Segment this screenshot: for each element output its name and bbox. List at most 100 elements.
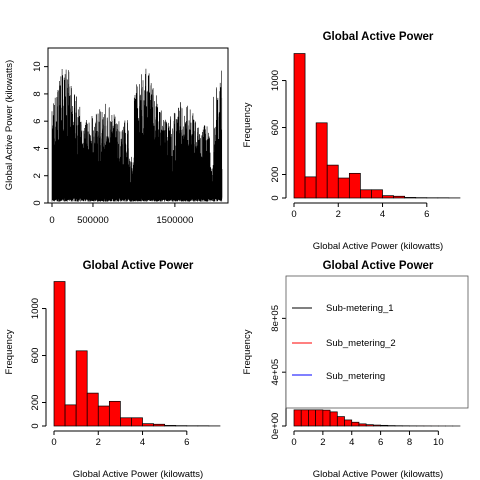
p1-y-tick-label: 4 — [32, 146, 43, 151]
p3-bar — [75, 350, 88, 427]
p3-bar — [120, 417, 132, 427]
p2-x-tick-label: 2 — [336, 209, 341, 220]
p3-bar — [64, 404, 77, 427]
p4-x-tick-label: 4 — [349, 437, 354, 448]
p1-y-tick-label: 8 — [32, 91, 43, 96]
p2-y-tick-label: 1000 — [270, 70, 281, 91]
p4-legend: Sub-metering_1 Sub_metering_2 Sub_meteri… — [285, 275, 469, 409]
p3-y-tick-label: 600 — [30, 348, 41, 364]
p1-x-tick-label: 500000 — [77, 215, 109, 226]
p2-bar — [360, 189, 372, 199]
p3-bar — [53, 281, 66, 427]
p4-y-axis-label: Frequency — [242, 329, 253, 374]
p2-bar — [348, 172, 361, 199]
p1-series-line — [51, 68, 223, 202]
p1-y-tick-label: 10 — [32, 61, 43, 72]
p4-y-tick-label: 0e+00 — [270, 413, 281, 440]
p4-title: Global Active Power — [323, 260, 434, 272]
p3-bar — [164, 425, 177, 427]
p3-y-tick-label: 200 — [30, 395, 41, 411]
p4-bar — [308, 409, 317, 427]
p1-x-tick-label: 1500000 — [156, 215, 193, 226]
p3-x-tick-label: 0 — [51, 437, 56, 448]
p1-y-axis: 0 2 4 6 8 10 — [32, 61, 48, 206]
p2-x-axis-label: Global Active Power (kilowatts) — [313, 241, 443, 252]
p2-x-tick-label: 6 — [424, 209, 429, 220]
p1-plot-box — [47, 47, 229, 204]
p2-bar — [337, 177, 350, 199]
p1-y-tick-label: 6 — [32, 119, 43, 124]
p4-bar — [351, 421, 360, 427]
p2-bars — [293, 53, 461, 199]
p2-bar — [371, 189, 383, 199]
p2-bar — [304, 176, 317, 199]
p3-bar — [153, 423, 166, 427]
p2-y-tick-label: 200 — [270, 167, 281, 183]
p4-x-tick-label: 10 — [433, 437, 444, 448]
panel-4-histogram-with-legend: Global Active Power 0e+00 4e+05 8e+05 0 2 4 6… — [242, 260, 469, 480]
p4-bar — [300, 409, 309, 427]
p2-y-axis-label: Frequency — [242, 102, 253, 147]
p1-y-tick-label: 2 — [32, 173, 43, 178]
p4-y-tick-label: 8e+05 — [270, 305, 281, 332]
p2-bar — [315, 122, 328, 199]
p4-bar — [336, 416, 345, 427]
p2-x-tick-label: 4 — [380, 209, 385, 220]
p4-x-axis: 0 2 4 6 8 10 — [291, 430, 444, 448]
p4-bar — [322, 409, 331, 427]
p1-y-axis-label: Global Active Power (kilowatts) — [4, 60, 15, 190]
p3-bar — [142, 423, 154, 427]
p4-x-tick-label: 0 — [291, 437, 296, 448]
legend-label-sub-metering-1: Sub-metering_1 — [326, 303, 394, 314]
p3-bars — [53, 281, 221, 427]
p4-bar — [365, 424, 374, 427]
p3-bar — [97, 405, 110, 427]
p1-x-axis: 0 500000 1500000 — [49, 203, 193, 226]
p4-bar — [293, 409, 302, 427]
p3-title: Global Active Power — [83, 260, 194, 272]
p1-x-tick-label: 0 — [49, 215, 54, 226]
p4-bar — [373, 424, 381, 427]
p4-bar — [380, 424, 389, 427]
legend-label-sub-metering-2: Sub_metering_2 — [326, 338, 396, 349]
p4-y-tick-label: 4e+05 — [270, 359, 281, 386]
p4-bar — [329, 411, 338, 427]
p4-bar — [358, 423, 367, 427]
p3-y-axis: 0 200 600 1000 — [30, 298, 47, 429]
panel-1-line-plot: 0 2 4 6 8 10 0 500000 1500000 Global Active Pow… — [4, 47, 229, 226]
p2-bar — [293, 53, 306, 199]
p3-y-tick-label: 1000 — [30, 298, 41, 319]
panel-2-histogram: Global Active Power 0 200 600 1000 0 2 4 6 Fre… — [242, 31, 461, 252]
p2-bar — [326, 164, 339, 199]
p2-bar — [382, 195, 394, 199]
p3-bar — [131, 417, 143, 427]
p1-y-tick-label: 0 — [32, 200, 43, 205]
p3-x-tick-label: 2 — [96, 437, 101, 448]
p3-x-tick-label: 6 — [184, 437, 189, 448]
p2-bar — [404, 197, 417, 199]
p4-legend-box — [285, 275, 469, 409]
p2-bar — [393, 195, 406, 199]
p3-y-tick-label: 0 — [30, 423, 41, 428]
p3-x-axis-label: Global Active Power (kilowatts) — [73, 469, 203, 480]
p2-title: Global Active Power — [323, 31, 434, 43]
p4-bar — [344, 419, 353, 427]
p2-y-axis: 0 200 600 1000 — [270, 70, 287, 201]
p4-x-axis-label: Global Active Power (kilowatts) — [313, 469, 443, 480]
panel-3-histogram: Global Active Power 0 200 600 1000 0 2 4 6 Fre… — [4, 260, 221, 480]
p4-x-tick-label: 6 — [378, 437, 383, 448]
p2-y-tick-label: 0 — [270, 195, 281, 200]
p2-x-axis: 0 2 4 6 — [291, 202, 429, 220]
p3-bar — [86, 392, 99, 427]
p4-x-tick-label: 2 — [320, 437, 325, 448]
p2-y-tick-label: 600 — [270, 120, 281, 136]
p4-bar — [315, 409, 324, 427]
p4-bars — [293, 409, 461, 427]
p3-x-tick-label: 4 — [140, 437, 145, 448]
p2-x-tick-label: 0 — [291, 209, 296, 220]
p4-x-tick-label: 8 — [407, 437, 412, 448]
p3-bar — [108, 400, 121, 427]
p3-y-axis-label: Frequency — [4, 329, 15, 374]
p3-x-axis: 0 2 4 6 — [51, 430, 189, 448]
